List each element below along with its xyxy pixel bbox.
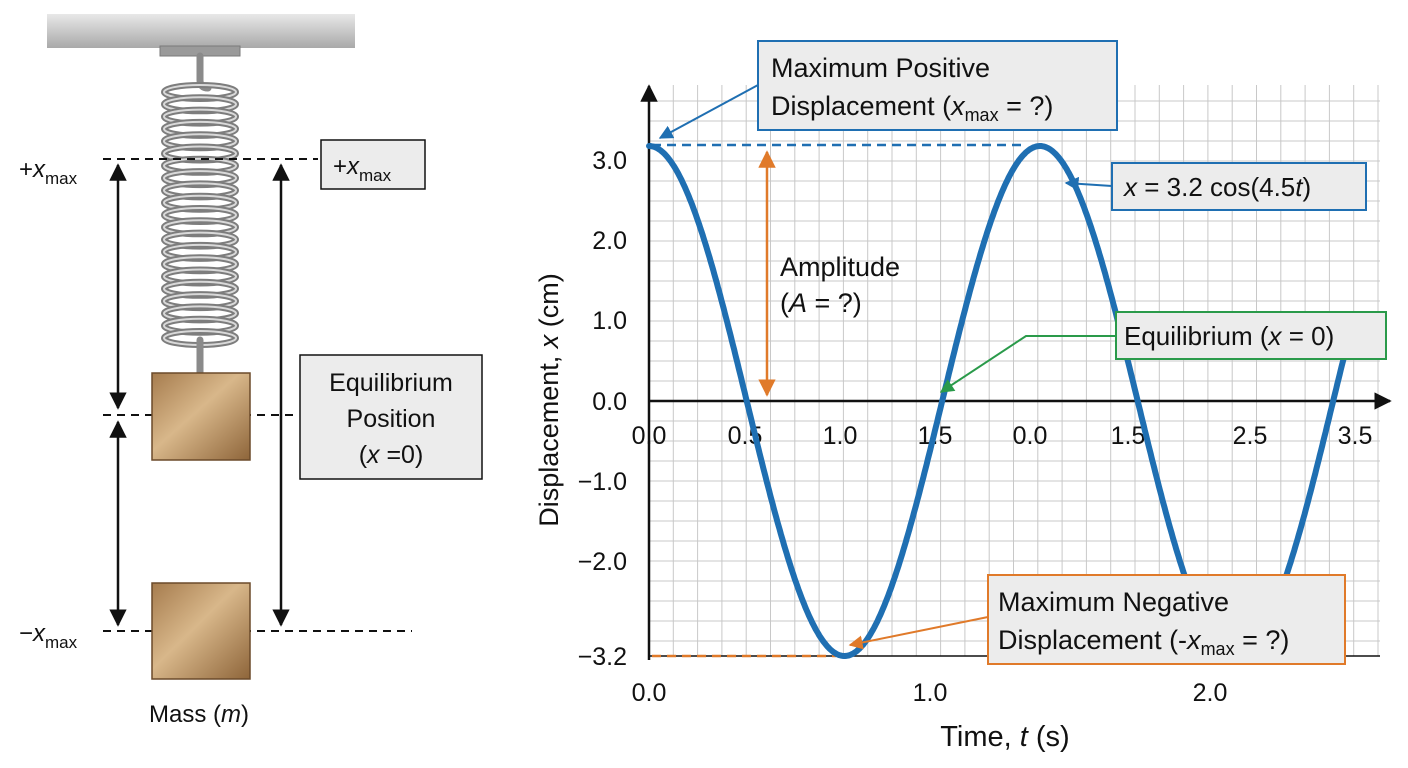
ceiling bbox=[47, 14, 355, 48]
spring bbox=[161, 52, 239, 378]
max-negative-line1: Maximum Negative bbox=[998, 587, 1229, 617]
mass-at-equilibrium bbox=[151, 372, 251, 461]
max-positive-box bbox=[757, 40, 1118, 131]
amplitude-label-line1: Amplitude bbox=[780, 252, 900, 282]
equilibrium-position-line2: Position bbox=[347, 405, 436, 433]
minus-xmax-left-label: −xmax bbox=[19, 620, 78, 652]
max-positive-callout-line bbox=[658, 84, 759, 139]
equilibrium-position-line3: (x =0) bbox=[359, 441, 424, 469]
displacement-graph: 3.02.01.00.0−1.0−2.0−3.2 0.0 0.5 1.0 1.5 0.0… bbox=[534, 40, 1392, 753]
max-negative-line2: Displacement (-xmax = ?) bbox=[998, 625, 1289, 659]
x-tick-label-top: 1.0 bbox=[823, 422, 858, 450]
x-tick-labels-bottom: 0.0 1.0 2.0 bbox=[632, 679, 1228, 707]
plus-xmax-left-label: +xmax bbox=[19, 156, 78, 188]
x-tick-label-bottom: 0.0 bbox=[632, 679, 667, 707]
x-tick-label-top: 3.5 bbox=[1338, 422, 1373, 450]
max-negative-box bbox=[987, 574, 1346, 665]
amplitude-label-line2: (A = ?) bbox=[780, 288, 862, 318]
mass-label: Mass (m) bbox=[149, 701, 249, 728]
x-tick-label-bottom: 2.0 bbox=[1193, 679, 1228, 707]
y-tick-labels: 3.0 2.0 1.0 0.0 −1.0 −2.0 −3.2 bbox=[578, 147, 627, 671]
x-tick-label-bottom: 1.0 bbox=[913, 679, 948, 707]
y-tick-label: 3.0 bbox=[592, 147, 627, 175]
max-positive-line1: Maximum Positive bbox=[771, 53, 990, 83]
equation-label: x = 3.2 cos(4.5t) bbox=[1122, 172, 1311, 202]
equation-callout-line bbox=[1064, 176, 1113, 191]
equilibrium-position-box bbox=[299, 354, 483, 480]
equilibrium-callout-line bbox=[939, 335, 1116, 393]
y-tick-label: 0.0 bbox=[592, 388, 627, 416]
mass-at-minus-xmax bbox=[151, 582, 251, 680]
x-axis-title: Time, t (s) bbox=[940, 721, 1069, 753]
y-tick-label: 2.0 bbox=[592, 227, 627, 255]
max-positive-line2: Displacement (xmax = ?) bbox=[771, 91, 1053, 125]
x-tick-label-top: 0.0 bbox=[1013, 422, 1048, 450]
y-tick-label: −2.0 bbox=[578, 548, 627, 576]
x-tick-label-top: 1.5 bbox=[1111, 422, 1146, 450]
x-tick-label-top: 0.0 bbox=[632, 422, 667, 450]
y-tick-label: −1.0 bbox=[578, 468, 627, 496]
y-tick-label: −3.2 bbox=[578, 643, 627, 671]
max-negative-callout-line bbox=[848, 616, 989, 650]
y-tick-label: 1.0 bbox=[592, 307, 627, 335]
equilibrium-box bbox=[1115, 311, 1387, 360]
plus-xmax-box bbox=[320, 139, 426, 190]
equation-box bbox=[1111, 162, 1367, 211]
spring-mass-diagram: +xmax +xmax −xmax Equilibrium Position (… bbox=[19, 14, 483, 728]
x-tick-label-top: 2.5 bbox=[1233, 422, 1268, 450]
plus-xmax-box-label: +xmax bbox=[333, 153, 392, 185]
y-axis-title: Displacement, x (cm) bbox=[534, 273, 564, 527]
equilibrium-position-line1: Equilibrium bbox=[329, 369, 453, 397]
equilibrium-label: Equilibrium (x = 0) bbox=[1124, 321, 1334, 351]
